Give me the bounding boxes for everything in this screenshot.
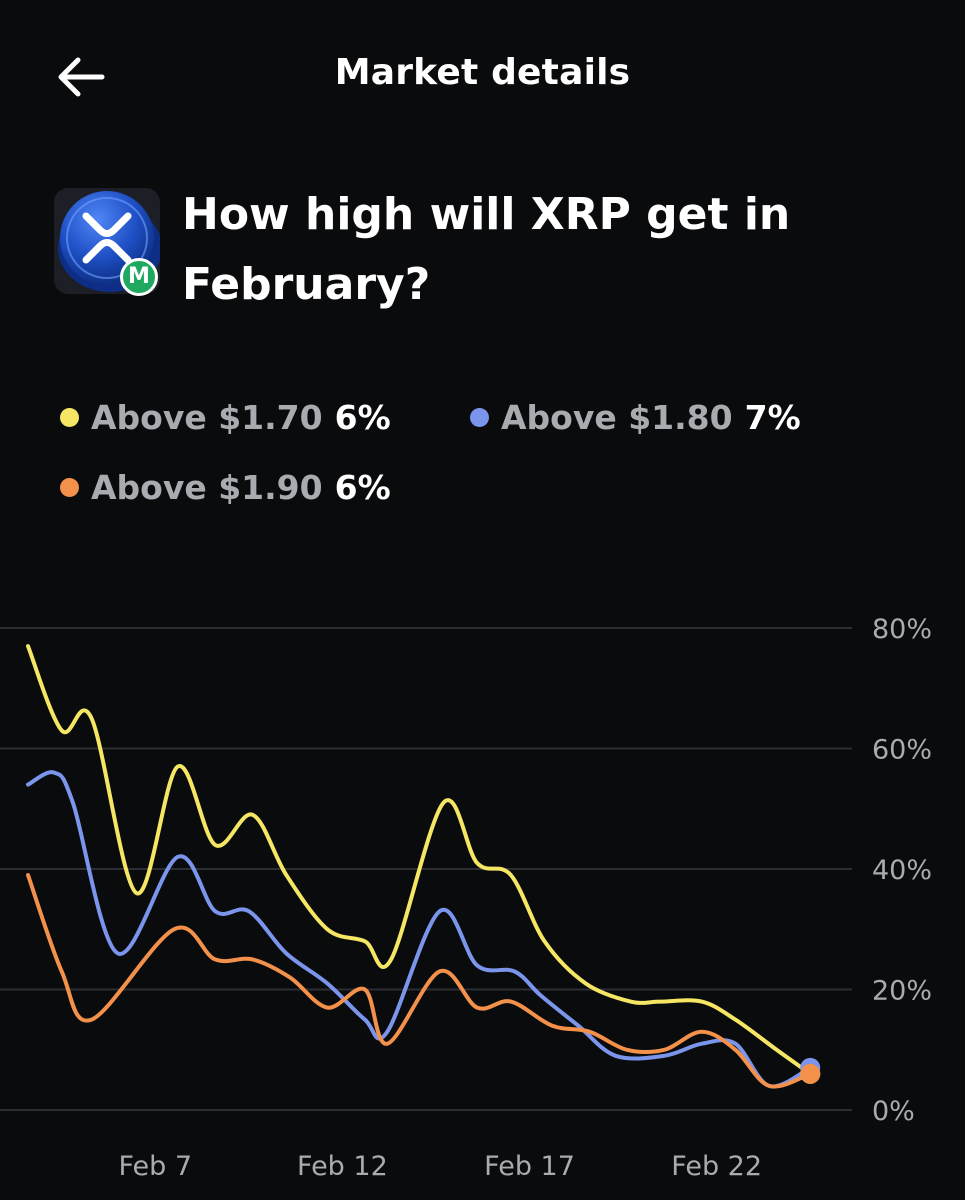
y-tick-label: 40%: [872, 855, 932, 886]
x-tick-label: Feb 7: [118, 1151, 192, 1182]
legend-item: Above $1.80 7%: [470, 397, 801, 437]
x-tick-label: Feb 12: [297, 1151, 388, 1182]
legend-item: Above $1.70 6%: [60, 397, 391, 437]
page-title: Market details: [334, 52, 631, 93]
legend-dot: [60, 477, 79, 497]
market-badge: M: [120, 258, 158, 296]
series-line: [26, 873, 813, 1089]
legend-dot: [60, 407, 79, 427]
legend-value: 6%: [334, 467, 391, 507]
arrow-left-icon: [58, 57, 105, 97]
legend-value: 7%: [744, 397, 801, 437]
legend-label: Above $1.90: [91, 467, 323, 507]
legend-dot: [470, 407, 489, 427]
legend-label: Above $1.80: [501, 397, 733, 437]
back-button[interactable]: [50, 50, 110, 104]
series-end-point: [800, 1063, 821, 1084]
x-tick-label: Feb 22: [671, 1151, 762, 1182]
y-tick-label: 80%: [872, 614, 932, 645]
series-line: [26, 770, 813, 1089]
top-bar: Market details: [0, 0, 965, 150]
x-tick-label: Feb 17: [484, 1151, 575, 1182]
y-tick-label: 20%: [872, 976, 932, 1007]
market-question: How high will XRP get in February?: [182, 189, 791, 310]
legend-value: 6%: [334, 397, 391, 437]
price-chart: 0% 20% 40% 60% 80% Feb 7 Feb 12 Feb 17 Feb 22: [0, 614, 932, 1182]
y-tick-label: 60%: [872, 735, 932, 766]
series-line: [26, 644, 813, 1076]
y-tick-label: 0%: [872, 1096, 915, 1127]
legend-label: Above $1.70: [91, 397, 323, 437]
legend-item: Above $1.90 6%: [60, 467, 391, 507]
